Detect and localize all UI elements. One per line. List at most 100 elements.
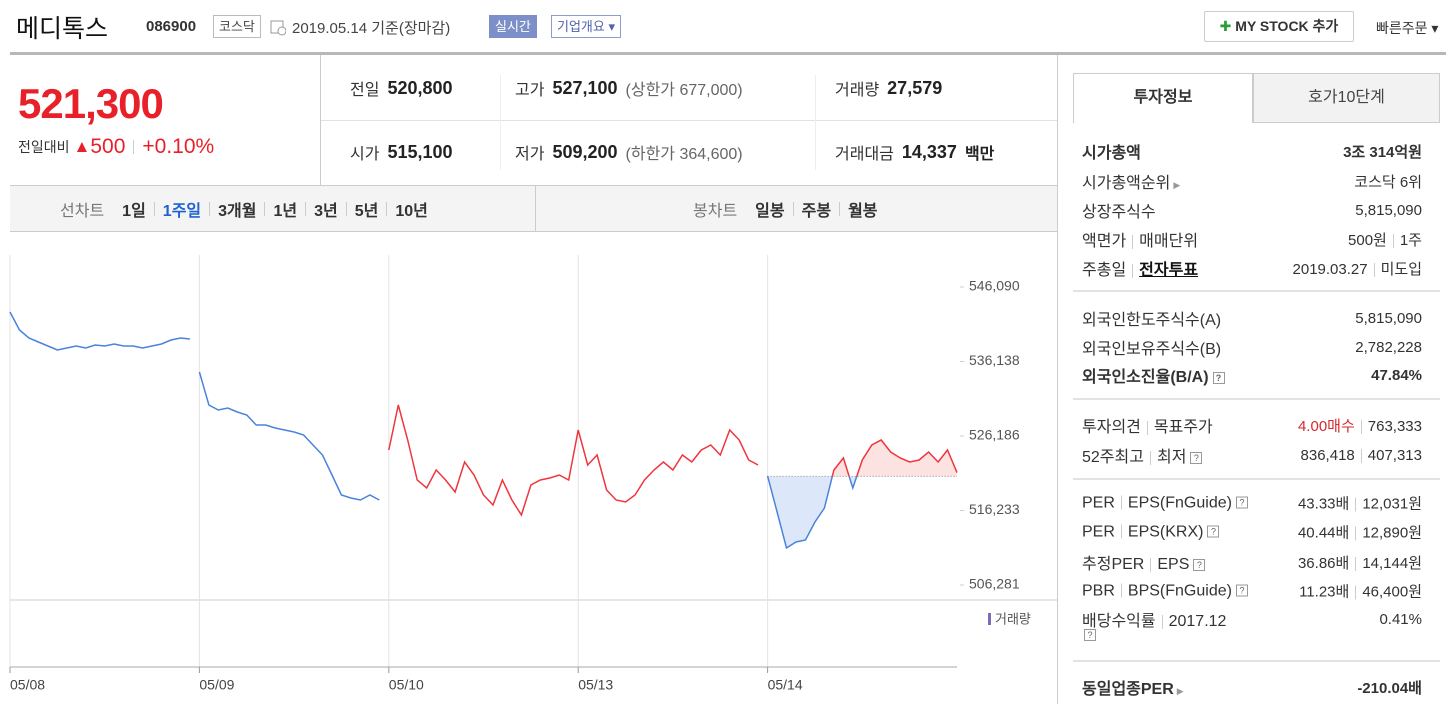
value-part: 407,313 — [1367, 446, 1422, 464]
tab-label: 봉차트 — [693, 202, 738, 220]
label: 거래량 — [835, 82, 880, 99]
info-value: 0.41% — [1379, 611, 1422, 628]
info-tab[interactable]: 투자정보 — [1073, 73, 1253, 123]
separator — [1355, 585, 1357, 600]
arrow-icon: ▶ — [1173, 180, 1181, 190]
x-tick-label: 05/08 — [10, 677, 45, 693]
price-line — [388, 404, 759, 517]
info-value: 500원 1주 — [1348, 229, 1422, 250]
overview-button[interactable]: 기업개요 ▾ — [551, 15, 621, 38]
separator — [1150, 557, 1152, 572]
info-value: 47.84% — [1371, 367, 1422, 384]
overview-text: 기업개요 — [557, 19, 605, 34]
value-part: 11.23배 — [1299, 583, 1350, 601]
quick-order-text: 빠른주문 — [1376, 20, 1428, 36]
value-part: 1주 — [1399, 231, 1422, 249]
info-value: 코스닥 6위 — [1354, 171, 1422, 192]
label-part: PBR — [1082, 582, 1115, 599]
label-part[interactable]: 전자투표 — [1139, 262, 1199, 279]
tab-divider — [535, 186, 536, 231]
price-divider — [320, 55, 321, 185]
value-part: 43.33배 — [1297, 495, 1350, 513]
separator — [1146, 420, 1148, 435]
realtime-button[interactable]: 실시간 — [489, 15, 537, 38]
value-part: 836,418 — [1300, 446, 1355, 464]
separator — [1120, 524, 1122, 539]
separator — [1149, 450, 1151, 465]
x-tick-label: 05/10 — [389, 677, 424, 693]
value-part: -210.04배 — [1357, 679, 1422, 697]
help-icon[interactable]: ? — [1190, 451, 1203, 464]
help-icon[interactable]: ? — [1193, 558, 1206, 571]
value-part: 3조 314억원 — [1343, 143, 1422, 161]
info-row: 52주최고 최저? 836,418 407,313 — [1082, 443, 1422, 467]
separator — [209, 201, 211, 216]
value: 27,579 — [887, 77, 943, 98]
quick-order[interactable]: 빠른주문 ▾ — [1376, 20, 1439, 36]
plus-icon: ✚ — [1219, 18, 1232, 34]
label-part: 액면가 — [1082, 233, 1127, 250]
info-row: 시가총액순위 ▶ 코스닥 6위 — [1082, 169, 1422, 193]
area-above — [767, 440, 957, 477]
info-label: 동일업종PER ▶ — [1082, 675, 1184, 699]
help-icon[interactable]: ? — [1235, 496, 1248, 509]
header-rule — [10, 52, 1446, 55]
period-tab[interactable]: 5년 — [354, 202, 379, 220]
period-tab[interactable]: 1일 — [122, 202, 146, 220]
summary-col-divider — [815, 75, 816, 170]
info-row: 시가총액 3조 314억원 — [1082, 139, 1422, 163]
area-below — [767, 476, 857, 548]
period-tab[interactable]: 일봉 — [755, 202, 785, 220]
label: 저가 — [515, 146, 545, 163]
orderbook-tab[interactable]: 호가10단계 — [1253, 73, 1440, 123]
period-tab[interactable]: 월봉 — [848, 202, 878, 220]
label: 전일 — [350, 82, 380, 99]
label-part: 배당수익률 — [1082, 613, 1156, 630]
label-part: 2017.12 — [1168, 613, 1227, 630]
tab-label: 선차트 — [60, 202, 105, 220]
volume-legend-swatch — [988, 613, 991, 625]
info-label: PER EPS(KRX)? — [1082, 523, 1220, 541]
unit: 백만 — [964, 146, 995, 163]
separator — [1132, 263, 1134, 278]
help-icon[interactable]: ? — [1212, 371, 1225, 384]
label-part: 최저 — [1156, 449, 1187, 466]
period-tab[interactable]: 1년 — [273, 202, 298, 220]
label-part: PER — [1082, 523, 1115, 540]
value: 520,800 — [387, 77, 453, 98]
up-icon: ▲ — [73, 137, 91, 156]
period-tab[interactable]: 1주일 — [162, 202, 202, 220]
info-value: 11.23배 46,400원 — [1299, 581, 1422, 602]
summary-cell: 고가 527,100 (상한가 677,000) — [515, 76, 743, 100]
separator — [1355, 556, 1357, 571]
period-tab[interactable]: 주봉 — [801, 202, 832, 220]
separator — [1355, 497, 1357, 512]
summary-cell: 전일 520,800 — [350, 76, 453, 100]
separator — [264, 201, 266, 216]
price-chart: 05/08 05/09 05/10 05/13 05/14 546,090 536,138 5… — [9, 255, 1057, 693]
x-tick-label: 05/09 — [199, 677, 234, 693]
value-part: 2,782,228 — [1355, 338, 1422, 356]
my-stock-button[interactable]: ✚ MY STOCK 추가 — [1204, 11, 1354, 42]
y-tick-label: 506,281 — [969, 576, 1020, 592]
help-icon[interactable]: ? — [1207, 525, 1220, 538]
my-stock-text: MY STOCK 추가 — [1235, 18, 1339, 34]
info-label: 배당수익률 2017.12 — [1082, 607, 1226, 631]
value-part: 47.84% — [1371, 366, 1422, 384]
info-row: 외국인소진율(B/A)? 47.84% — [1082, 363, 1422, 387]
value-part: 36.86배 — [1297, 554, 1350, 572]
y-tick-label: 526,186 — [969, 427, 1020, 443]
info-label: 외국인보유주식수(B) — [1082, 335, 1221, 359]
period-tab[interactable]: 3년 — [314, 202, 338, 220]
change-label: 전일대비 — [18, 139, 70, 155]
help-icon[interactable]: ? — [1084, 629, 1096, 641]
period-tab[interactable]: 3개월 — [218, 202, 257, 220]
info-value: 4.00매수 763,333 — [1298, 415, 1422, 436]
help-icon[interactable]: ? — [1235, 584, 1248, 597]
value-part: 46,400원 — [1362, 583, 1422, 601]
label-part: 동일업종PER — [1082, 681, 1174, 698]
info-label: 52주최고 최저? — [1082, 443, 1203, 467]
info-label: 상장주식수 — [1082, 198, 1156, 222]
stock-code: 086900 — [146, 18, 197, 35]
period-tab[interactable]: 10년 — [395, 202, 428, 220]
